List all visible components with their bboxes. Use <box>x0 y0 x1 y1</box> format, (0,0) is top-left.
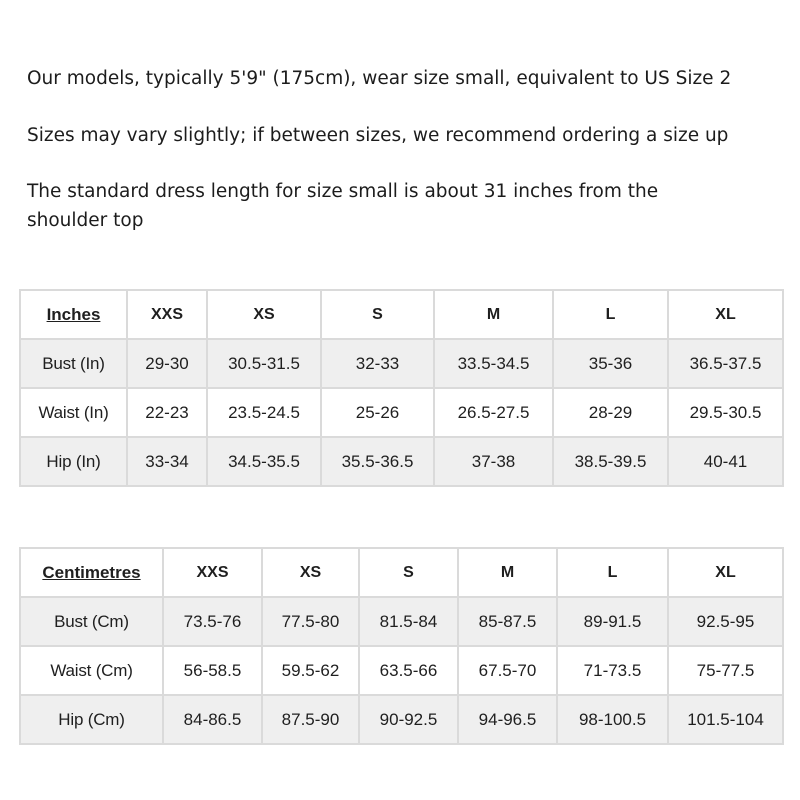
measurement-value: 75-77.5 <box>667 645 784 696</box>
measurement-value: 34.5-35.5 <box>206 436 322 487</box>
measurement-value: 28-29 <box>552 387 669 438</box>
measurement-value: 40-41 <box>667 436 784 487</box>
unit-header: Inches <box>19 289 128 340</box>
measurement-value: 37-38 <box>433 436 554 487</box>
size-header: XXS <box>162 547 263 598</box>
measurement-value: 63.5-66 <box>358 645 459 696</box>
measurement-value: 22-23 <box>126 387 208 438</box>
measurement-value: 84-86.5 <box>162 694 263 745</box>
measurement-value: 33.5-34.5 <box>433 338 554 389</box>
measurement-value: 23.5-24.5 <box>206 387 322 438</box>
size-header: XXS <box>126 289 208 340</box>
measurement-label: Waist (Cm) <box>19 645 164 696</box>
measurement-value: 33-34 <box>126 436 208 487</box>
size-header: S <box>320 289 435 340</box>
measurement-value: 87.5-90 <box>261 694 360 745</box>
size-header: M <box>457 547 558 598</box>
centimetres-size-table: Centimetres XXS XS S M L XL Bust (Cm) 73.5-76 77.… <box>19 547 784 745</box>
inches-size-table: Inches XXS XS S M L XL Bust (In) 29-30 30.5-31.5 3… <box>19 289 784 487</box>
size-header: L <box>556 547 669 598</box>
table-row: Hip (In) 33-34 34.5-35.5 35.5-36.5 37-38 38.5… <box>19 436 784 487</box>
intro-models: Our models, typically 5'9" (175cm), wear… <box>27 68 732 89</box>
measurement-value: 59.5-62 <box>261 645 360 696</box>
measurement-value: 36.5-37.5 <box>667 338 784 389</box>
size-header: L <box>552 289 669 340</box>
measurement-value: 89-91.5 <box>556 596 669 647</box>
measurement-value: 71-73.5 <box>556 645 669 696</box>
measurement-value: 98-100.5 <box>556 694 669 745</box>
measurement-value: 94-96.5 <box>457 694 558 745</box>
measurement-value: 29-30 <box>126 338 208 389</box>
measurement-value: 29.5-30.5 <box>667 387 784 438</box>
size-header: XS <box>261 547 360 598</box>
measurement-value: 30.5-31.5 <box>206 338 322 389</box>
measurement-value: 35-36 <box>552 338 669 389</box>
table-row: Bust (Cm) 73.5-76 77.5-80 81.5-84 85-87.5 89-… <box>19 596 784 647</box>
measurement-label: Hip (In) <box>19 436 128 487</box>
measurement-label: Hip (Cm) <box>19 694 164 745</box>
measurement-label: Waist (In) <box>19 387 128 438</box>
measurement-value: 35.5-36.5 <box>320 436 435 487</box>
header-row: Centimetres XXS XS S M L XL <box>19 547 784 598</box>
measurement-value: 77.5-80 <box>261 596 360 647</box>
table-row: Waist (Cm) 56-58.5 59.5-62 63.5-66 67.5-70 71… <box>19 645 784 696</box>
size-header: S <box>358 547 459 598</box>
measurement-value: 38.5-39.5 <box>552 436 669 487</box>
table-row: Hip (Cm) 84-86.5 87.5-90 90-92.5 94-96.5 98-1… <box>19 694 784 745</box>
table-row: Bust (In) 29-30 30.5-31.5 32-33 33.5-34.5 35-… <box>19 338 784 389</box>
intro-dress-length: The standard dress length for size small… <box>27 181 659 231</box>
size-header: M <box>433 289 554 340</box>
intro-sizes-vary: Sizes may vary slightly; if between size… <box>27 125 729 146</box>
measurement-value: 101.5-104 <box>667 694 784 745</box>
measurement-value: 92.5-95 <box>667 596 784 647</box>
size-header: XS <box>206 289 322 340</box>
measurement-value: 67.5-70 <box>457 645 558 696</box>
measurement-label: Bust (In) <box>19 338 128 389</box>
size-header: XL <box>667 547 784 598</box>
unit-header: Centimetres <box>19 547 164 598</box>
measurement-value: 85-87.5 <box>457 596 558 647</box>
size-header: XL <box>667 289 784 340</box>
measurement-value: 26.5-27.5 <box>433 387 554 438</box>
measurement-value: 90-92.5 <box>358 694 459 745</box>
measurement-value: 73.5-76 <box>162 596 263 647</box>
measurement-value: 25-26 <box>320 387 435 438</box>
header-row: Inches XXS XS S M L XL <box>19 289 784 340</box>
measurement-value: 56-58.5 <box>162 645 263 696</box>
measurement-value: 32-33 <box>320 338 435 389</box>
table-row: Waist (In) 22-23 23.5-24.5 25-26 26.5-27.5 28… <box>19 387 784 438</box>
measurement-value: 81.5-84 <box>358 596 459 647</box>
measurement-label: Bust (Cm) <box>19 596 164 647</box>
